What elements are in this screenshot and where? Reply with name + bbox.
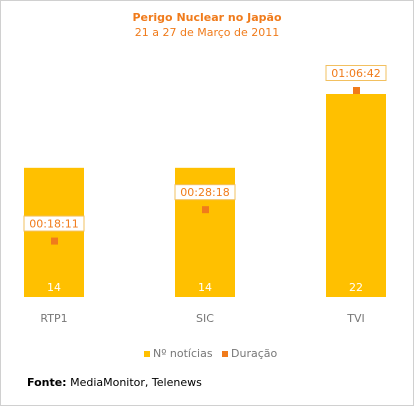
- duration-label: 00:28:18: [180, 186, 229, 199]
- duration-marker: [51, 237, 58, 245]
- legend-swatch-duracao: [222, 351, 228, 357]
- bar-value-label: 14: [198, 281, 212, 294]
- x-tick-label: SIC: [196, 312, 214, 325]
- duration-label-box: [325, 65, 387, 81]
- duration-label-box: [23, 215, 85, 232]
- x-tick-label: RTP1: [40, 312, 67, 325]
- legend-label-noticias: Nº notícias: [153, 347, 213, 360]
- duration-marker: [202, 206, 209, 214]
- bar-rtp1: [24, 167, 84, 297]
- bar-tvi: [326, 94, 386, 297]
- x-tick-label: TVI: [346, 312, 365, 325]
- bar-value-label: 22: [349, 281, 363, 294]
- source-note: Fonte: MediaMonitor, Telenews: [27, 376, 202, 389]
- duration-label: 01:06:42: [331, 67, 380, 80]
- legend-swatch-noticias: [144, 351, 150, 357]
- source-label: Fonte:: [27, 376, 67, 389]
- legend-label-duracao: Duração: [231, 347, 277, 360]
- chart-subtitle: 21 a 27 de Março de 2011: [134, 26, 280, 39]
- chart-title: Perigo Nuclear no Japão: [132, 11, 282, 24]
- duration-marker: [353, 87, 360, 94]
- duration-label-box: [174, 184, 236, 201]
- source-text: MediaMonitor, Telenews: [70, 376, 202, 389]
- bar-value-label: 14: [47, 281, 61, 294]
- duration-label: 00:18:11: [29, 218, 78, 231]
